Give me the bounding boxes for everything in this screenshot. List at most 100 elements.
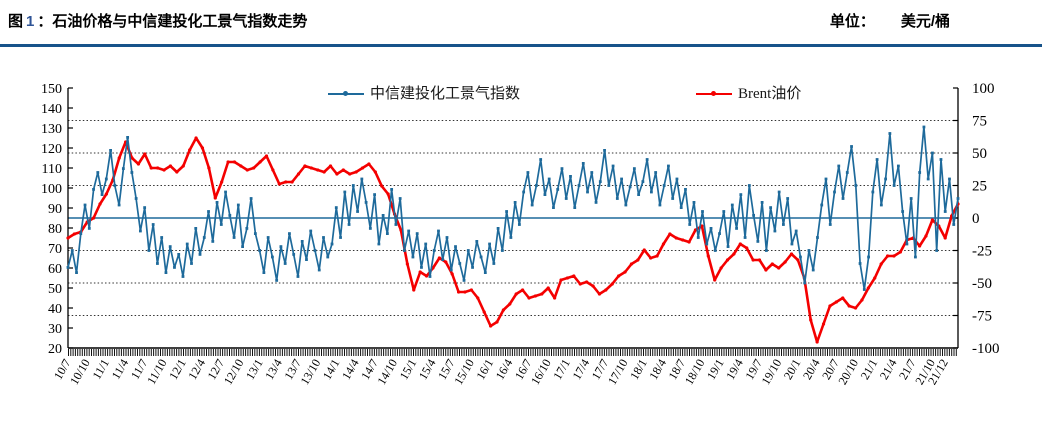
x-tick-label: 20/10 bbox=[835, 357, 861, 388]
brent-marker bbox=[892, 254, 896, 258]
brent-marker bbox=[834, 300, 838, 304]
index-marker bbox=[113, 184, 117, 187]
index-marker bbox=[432, 249, 436, 252]
brent-marker bbox=[488, 324, 493, 328]
index-marker bbox=[786, 197, 790, 200]
index-marker bbox=[662, 184, 666, 187]
brent-marker bbox=[777, 266, 781, 270]
brent-marker bbox=[98, 202, 102, 206]
brent-marker bbox=[821, 322, 826, 326]
index-marker bbox=[488, 242, 491, 246]
index-marker bbox=[317, 268, 321, 272]
index-marker bbox=[236, 203, 240, 207]
brent-marker bbox=[258, 160, 262, 164]
index-marker bbox=[360, 177, 364, 181]
index-marker bbox=[905, 242, 909, 246]
brent-marker bbox=[943, 236, 947, 240]
index-marker bbox=[752, 214, 755, 217]
brent-marker bbox=[841, 296, 845, 300]
index-marker bbox=[394, 223, 398, 226]
index-marker bbox=[292, 253, 296, 256]
index-marker bbox=[513, 201, 517, 204]
index-marker bbox=[151, 223, 155, 226]
brent-marker bbox=[226, 160, 230, 164]
index-marker bbox=[892, 184, 896, 187]
brent-marker bbox=[521, 288, 525, 292]
brent-marker bbox=[450, 272, 454, 276]
index-marker bbox=[83, 203, 87, 207]
brent-marker bbox=[540, 292, 544, 296]
brent-marker bbox=[501, 308, 505, 312]
brent-marker bbox=[873, 276, 877, 280]
brent-marker bbox=[316, 168, 320, 172]
index-marker bbox=[219, 223, 223, 226]
index-marker bbox=[253, 232, 257, 235]
index-marker bbox=[611, 164, 615, 168]
brent-marker bbox=[245, 168, 249, 172]
index-marker bbox=[271, 255, 274, 259]
index-marker bbox=[258, 249, 262, 252]
right-axis-tick-label: 50 bbox=[972, 146, 987, 162]
brent-marker bbox=[463, 290, 467, 294]
index-marker bbox=[943, 210, 947, 213]
brent-marker bbox=[719, 266, 723, 270]
index-marker bbox=[811, 268, 815, 272]
brent-marker bbox=[828, 304, 832, 308]
index-marker bbox=[390, 188, 394, 191]
brent-marker bbox=[309, 166, 313, 170]
index-marker bbox=[173, 266, 176, 269]
index-marker bbox=[679, 206, 683, 209]
index-marker bbox=[283, 262, 287, 265]
index-marker bbox=[862, 288, 866, 291]
brent-marker bbox=[725, 258, 730, 262]
index-marker bbox=[517, 223, 521, 226]
index-marker bbox=[279, 245, 283, 248]
left-axis-tick-label: 120 bbox=[41, 142, 62, 157]
brent-marker bbox=[200, 146, 205, 150]
unit-value: 美元/桶 bbox=[900, 13, 950, 30]
x-tick-label: 21/4 bbox=[877, 357, 900, 382]
index-marker bbox=[343, 190, 347, 194]
brent-marker bbox=[514, 292, 518, 296]
index-marker bbox=[466, 249, 470, 252]
index-marker bbox=[373, 193, 377, 196]
index-marker bbox=[649, 190, 653, 194]
brent-marker bbox=[687, 240, 691, 244]
index-marker bbox=[207, 210, 210, 213]
brent-marker bbox=[469, 288, 473, 292]
index-marker bbox=[351, 184, 355, 187]
index-marker bbox=[300, 240, 304, 243]
brent-marker bbox=[815, 340, 819, 344]
index-marker bbox=[428, 275, 432, 278]
brent-marker bbox=[738, 242, 742, 246]
unit-block: 单位： 美元/桶 bbox=[830, 10, 1042, 31]
x-tick-label: 18/10 bbox=[682, 357, 708, 388]
index-marker bbox=[726, 245, 730, 248]
brent-marker bbox=[232, 160, 237, 164]
brent-marker bbox=[328, 164, 333, 168]
index-marker bbox=[858, 262, 862, 265]
x-tick-label: 19/10 bbox=[759, 357, 785, 388]
legend-item-index: 中信建投化工景气指数 bbox=[328, 86, 520, 102]
index-marker bbox=[628, 185, 632, 189]
index-marker bbox=[709, 227, 713, 230]
x-tick-label: 13/4 bbox=[262, 357, 285, 382]
brent-marker bbox=[610, 282, 614, 286]
index-marker bbox=[671, 197, 675, 200]
index-series-line bbox=[67, 126, 959, 291]
index-marker bbox=[385, 232, 389, 235]
index-marker bbox=[109, 149, 112, 152]
brent-marker bbox=[162, 168, 166, 172]
brent-marker bbox=[482, 310, 486, 314]
brent-marker bbox=[322, 170, 326, 174]
price-index-chart: 150 140 130 120 110 100 90 80 70 60 50 40 30 20 100 75 5… bbox=[41, 81, 1000, 388]
brent-marker bbox=[296, 172, 301, 176]
index-marker bbox=[773, 229, 777, 233]
index-marker bbox=[288, 232, 291, 235]
index-marker bbox=[803, 281, 807, 285]
index-marker bbox=[437, 229, 440, 233]
brent-marker bbox=[757, 258, 762, 262]
brent-marker bbox=[418, 270, 422, 274]
x-tick-label: 16/4 bbox=[493, 357, 516, 382]
x-tick-label: 17/10 bbox=[605, 357, 631, 388]
